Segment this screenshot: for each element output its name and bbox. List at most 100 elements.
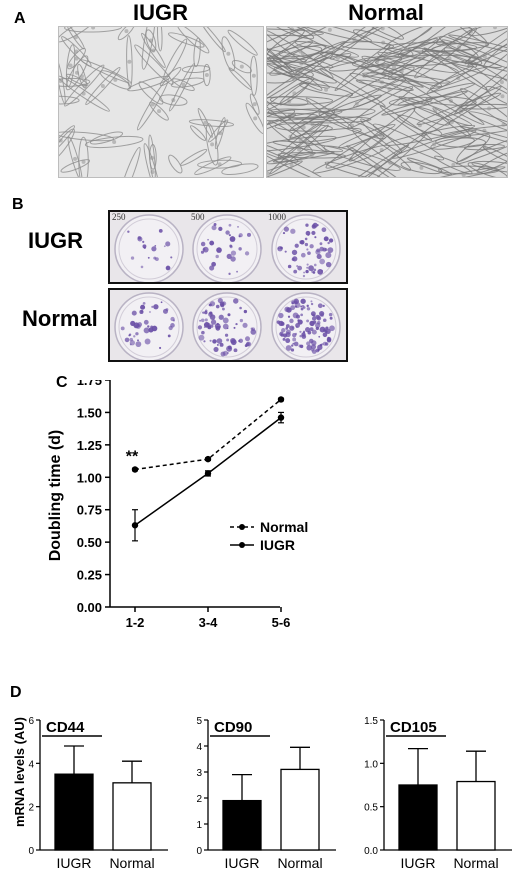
y-tick-label: 1.75 [77, 380, 102, 388]
cell-nucleus [461, 173, 466, 177]
cell-outline [362, 56, 426, 78]
cell-outline [78, 136, 89, 177]
y-tick-label: 1.0 [364, 759, 378, 770]
colony [325, 252, 332, 259]
colony [214, 323, 221, 330]
row-label-iugr: IUGR [28, 228, 83, 253]
colony [287, 264, 292, 269]
colony [238, 233, 243, 238]
colony [155, 257, 159, 262]
cell-outline [391, 129, 477, 159]
y-tick-label: 6 [28, 716, 34, 727]
data-point [131, 522, 139, 529]
colony [200, 250, 205, 254]
cell-outline [345, 144, 410, 177]
cell-outline [228, 67, 252, 90]
cell-outline [194, 156, 232, 175]
cell-outline [67, 136, 83, 177]
cell-outline [267, 27, 335, 50]
cell-outline [425, 96, 477, 106]
colony [167, 334, 171, 338]
colony [314, 236, 317, 239]
cell-outline [402, 76, 485, 125]
colony [235, 322, 238, 326]
cell-outline [267, 28, 324, 37]
cell-outline [85, 66, 121, 106]
colony [310, 311, 316, 317]
colony [242, 322, 248, 328]
cell-nucleus [59, 78, 63, 83]
colony [283, 333, 288, 338]
colony [163, 245, 166, 248]
chart-title: CD44 [46, 719, 85, 736]
cell-outline [221, 163, 259, 176]
cell-outline [381, 36, 441, 76]
cell-outline [400, 161, 443, 175]
colony [278, 312, 284, 319]
colony [216, 247, 222, 253]
colony [142, 244, 147, 249]
colony [301, 334, 307, 339]
cell-outline [59, 95, 80, 105]
colony [226, 253, 232, 259]
cell-nucleus [500, 94, 505, 99]
colony [292, 256, 298, 262]
cell-outline [361, 27, 404, 40]
cell-outline [471, 160, 507, 174]
cell-nucleus [253, 116, 258, 121]
colony [144, 338, 151, 345]
iugr-bar [54, 773, 94, 851]
cell-outline [231, 60, 252, 74]
colony [306, 304, 309, 308]
colony [243, 309, 248, 314]
colony [279, 331, 284, 337]
cell-outline [159, 94, 188, 106]
cell-nucleus [204, 72, 209, 77]
cell-outline [340, 41, 394, 50]
cell-outline [64, 27, 123, 33]
cell-outline [136, 78, 169, 131]
colony [289, 318, 294, 324]
colony [137, 236, 143, 242]
colony [297, 265, 303, 271]
cell-outline [460, 88, 507, 130]
y-tick-label: 2 [196, 794, 202, 805]
cell-outline [448, 34, 507, 55]
colony [218, 314, 224, 320]
colony [202, 311, 205, 314]
cd44-bar-chart: 0 2 4 6 CD44 IUGR Normal [28, 716, 168, 871]
colony [230, 256, 236, 262]
normal-bar [280, 768, 320, 851]
colony [304, 242, 309, 247]
cell-outline [352, 55, 403, 68]
colony [322, 247, 327, 252]
colony [245, 336, 251, 342]
y-tick-label: 5 [196, 716, 202, 727]
cell-nucleus [267, 171, 270, 176]
colony [199, 319, 202, 322]
x-tick-label: Normal [453, 855, 498, 871]
dish-label-250: 250 [112, 212, 126, 222]
cell-outline [201, 27, 226, 53]
colony [228, 223, 232, 227]
cell-outline [205, 123, 219, 166]
colony [309, 320, 315, 327]
colony [320, 313, 324, 317]
colony [133, 335, 136, 338]
cell-outline [267, 140, 299, 163]
cell-outline [421, 166, 506, 177]
cell-outline [355, 79, 414, 91]
dish-label-500: 500 [191, 212, 205, 222]
colony [283, 226, 290, 232]
cell-outline [66, 73, 89, 86]
colony [154, 245, 157, 247]
x-tick-label: IUGR [401, 855, 436, 871]
colony [329, 325, 335, 332]
colony [227, 313, 231, 317]
cell-outline [270, 27, 315, 40]
cell-outline [267, 96, 334, 105]
colony [309, 327, 314, 332]
colony [151, 305, 154, 308]
dish-rim [275, 218, 337, 280]
colony [211, 261, 216, 267]
